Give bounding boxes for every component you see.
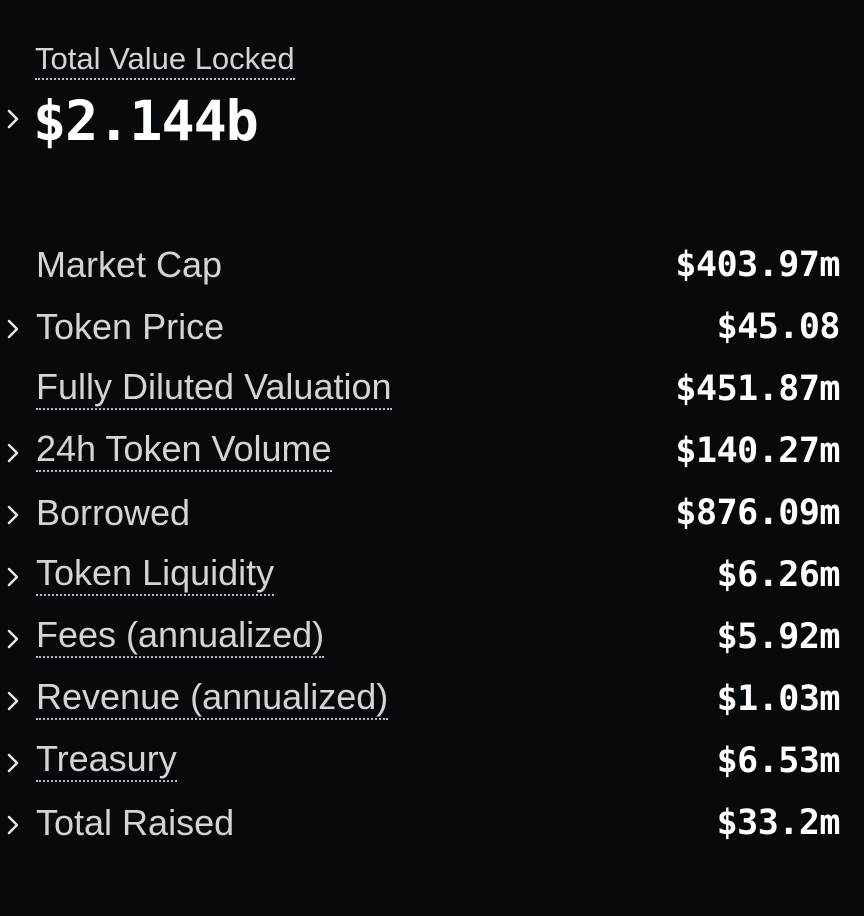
expand-toggle-token-liquidity[interactable] bbox=[2, 564, 24, 590]
metric-value-treasury: $6.53m bbox=[716, 741, 841, 781]
chevron-right-icon bbox=[7, 753, 19, 773]
metric-label-token-liquidity[interactable]: Token Liquidity bbox=[36, 552, 275, 596]
metric-row-total-raised[interactable]: Total Raised $33.2m bbox=[0, 794, 864, 856]
chevron-right-icon bbox=[7, 691, 19, 711]
metric-row-token-price[interactable]: Token Price $45.08 bbox=[0, 298, 864, 360]
metric-label-revenue-annualized[interactable]: Revenue (annualized) bbox=[36, 676, 389, 720]
expand-toggle-revenue-annualized[interactable] bbox=[2, 688, 24, 714]
tvl-label[interactable]: Total Value Locked bbox=[35, 40, 295, 80]
metric-value-fees-annualized: $5.92m bbox=[716, 617, 841, 657]
metric-row-token-liquidity[interactable]: Token Liquidity $6.26m bbox=[0, 546, 864, 608]
chevron-right-icon bbox=[7, 629, 19, 649]
metric-value-revenue-annualized: $1.03m bbox=[716, 679, 841, 719]
chevron-right-icon bbox=[7, 109, 19, 129]
expand-toggle-borrowed[interactable] bbox=[2, 502, 24, 528]
metric-value-fully-diluted-valuation: $451.87m bbox=[675, 369, 840, 409]
chevron-right-icon bbox=[7, 319, 19, 339]
metric-row-revenue-annualized[interactable]: Revenue (annualized) $1.03m bbox=[0, 670, 864, 732]
expand-toggle-treasury[interactable] bbox=[2, 750, 24, 776]
metric-label-market-cap: Market Cap bbox=[36, 244, 223, 285]
metric-row-fully-diluted-valuation: Fully Diluted Valuation $451.87m bbox=[0, 360, 864, 422]
metric-label-token-price: Token Price bbox=[36, 306, 225, 347]
metric-label-fees-annualized[interactable]: Fees (annualized) bbox=[36, 614, 325, 658]
metric-row-market-cap: Market Cap $403.97m bbox=[0, 236, 864, 298]
expand-toggle-fees-annualized[interactable] bbox=[2, 626, 24, 652]
metric-row-borrowed[interactable]: Borrowed $876.09m bbox=[0, 484, 864, 546]
chevron-right-icon bbox=[7, 505, 19, 525]
metric-row-treasury[interactable]: Treasury $6.53m bbox=[0, 732, 864, 794]
metric-label-24h-token-volume[interactable]: 24h Token Volume bbox=[36, 428, 332, 472]
metric-row-24h-token-volume[interactable]: 24h Token Volume $140.27m bbox=[0, 422, 864, 484]
tvl-expand-toggle[interactable] bbox=[2, 106, 24, 132]
metric-value-token-liquidity: $6.26m bbox=[716, 555, 841, 595]
expand-toggle-24h-token-volume[interactable] bbox=[2, 440, 24, 466]
metric-value-24h-token-volume: $140.27m bbox=[675, 431, 840, 471]
expand-toggle-token-price[interactable] bbox=[2, 316, 24, 342]
expand-toggle-total-raised[interactable] bbox=[2, 812, 24, 838]
chevron-right-icon bbox=[7, 815, 19, 835]
tvl-value: $2.144b bbox=[33, 89, 259, 153]
metric-label-borrowed: Borrowed bbox=[36, 492, 191, 533]
chevron-right-icon bbox=[7, 443, 19, 463]
metric-value-borrowed: $876.09m bbox=[675, 493, 840, 533]
metric-row-fees-annualized[interactable]: Fees (annualized) $5.92m bbox=[0, 608, 864, 670]
metric-label-treasury[interactable]: Treasury bbox=[36, 738, 177, 782]
metric-value-token-price: $45.08 bbox=[716, 307, 841, 347]
chevron-right-icon bbox=[7, 567, 19, 587]
metric-label-fully-diluted-valuation[interactable]: Fully Diluted Valuation bbox=[36, 366, 392, 410]
metric-value-total-raised: $33.2m bbox=[716, 803, 841, 843]
metric-value-market-cap: $403.97m bbox=[675, 245, 840, 285]
metric-label-total-raised: Total Raised bbox=[36, 802, 235, 843]
